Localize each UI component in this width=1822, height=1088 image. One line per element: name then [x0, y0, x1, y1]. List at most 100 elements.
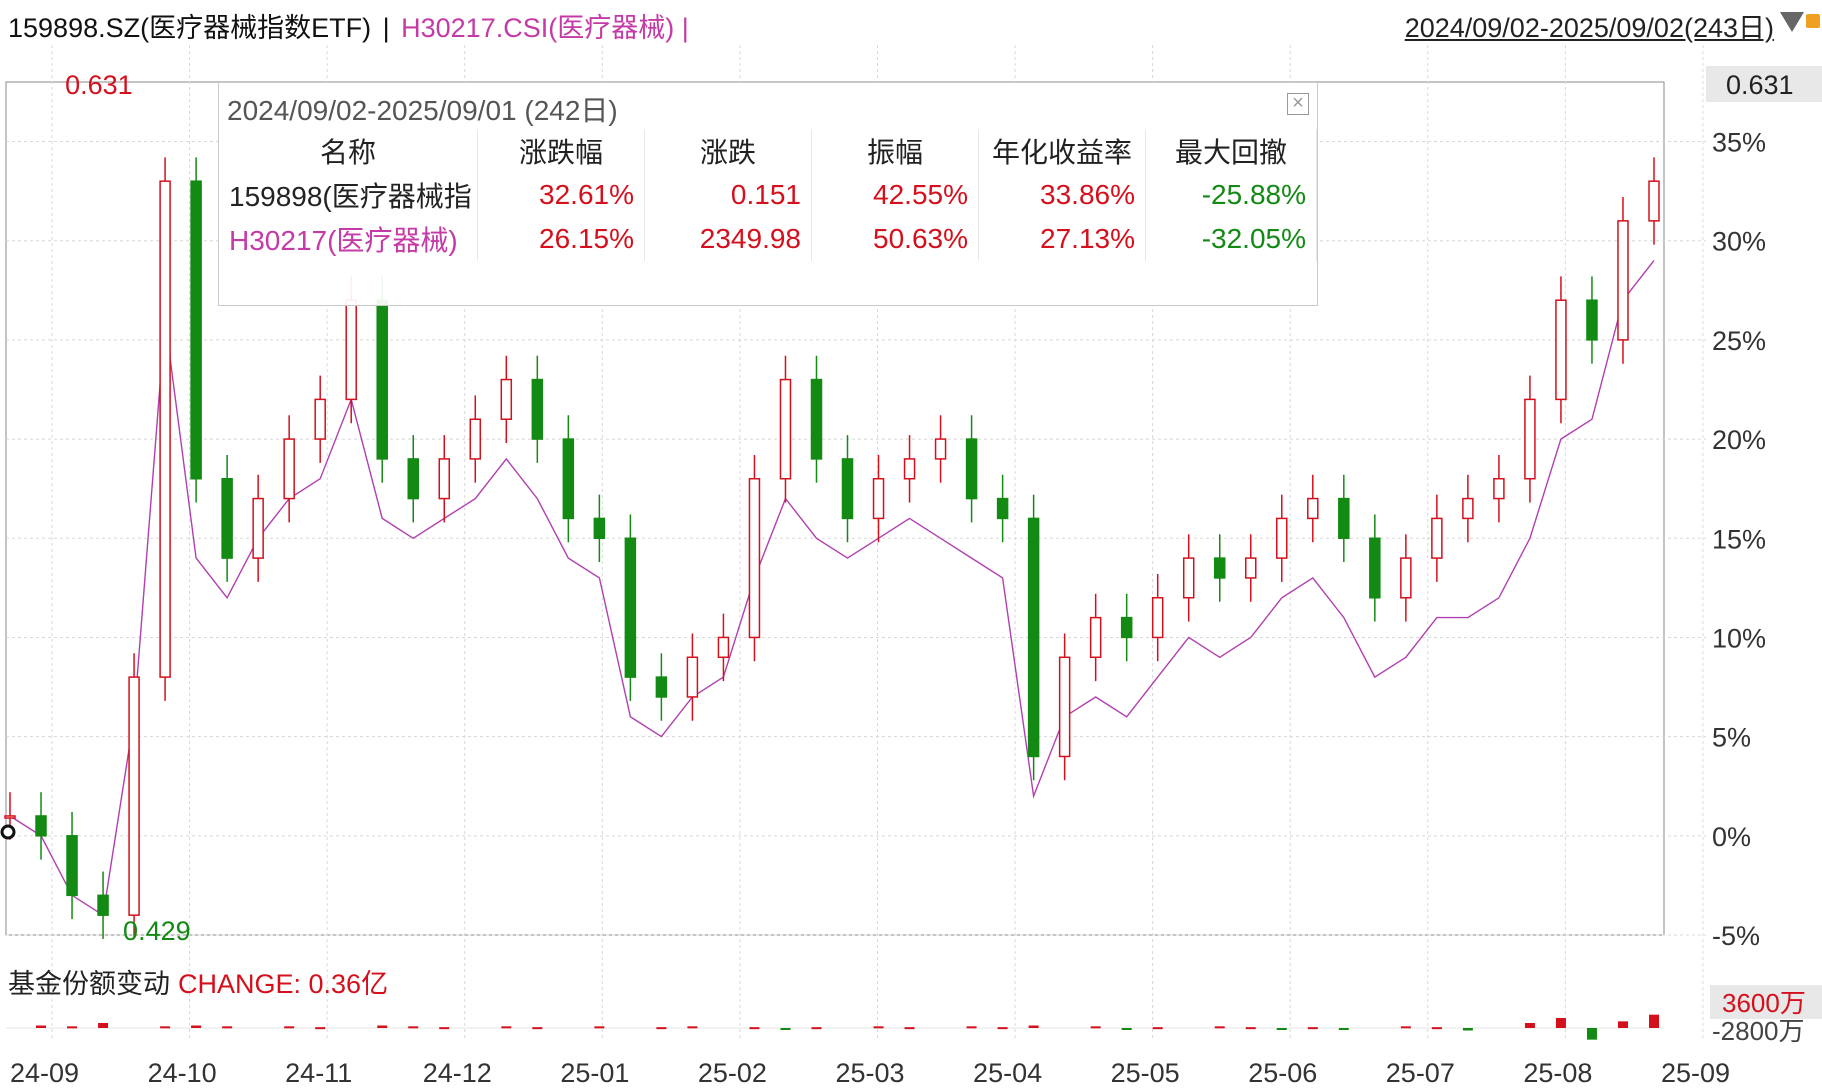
candle-body: [1151, 597, 1164, 639]
row-pct: 32.61%: [477, 173, 645, 217]
candle-body: [624, 537, 637, 678]
y-tick-label: 20%: [1712, 425, 1766, 455]
flow-bar: [687, 1026, 698, 1029]
candle-body: [1462, 497, 1474, 520]
candle-body: [221, 477, 233, 559]
flow-bar: [284, 1026, 295, 1029]
index-title[interactable]: H30217.CSI(医疗器械) |: [401, 13, 689, 43]
candle-body: [1338, 497, 1350, 540]
flow-bar: [1431, 1027, 1442, 1030]
flow-axis-top: 3600万: [1722, 988, 1806, 1018]
x-tick-label: 24-12: [423, 1058, 492, 1088]
flow-bar: [1028, 1025, 1039, 1028]
row-name: H30217(医疗器械): [219, 217, 478, 261]
candle-body: [1586, 299, 1598, 341]
flow-axis-bottom: -2800万: [1712, 1016, 1805, 1046]
candle-body: [996, 497, 1009, 520]
chevron-down-icon[interactable]: [1780, 12, 1804, 32]
candle-body: [593, 517, 606, 540]
candle-body: [407, 458, 419, 500]
col-name: 名称: [219, 129, 478, 173]
y-tick-label: 25%: [1712, 326, 1766, 356]
row-name: 159898(医疗器械指: [219, 173, 478, 217]
candle-body: [1307, 497, 1319, 520]
col-amp: 振幅: [811, 129, 979, 173]
flow-bar: [780, 1028, 791, 1030]
candle-body: [1245, 557, 1257, 579]
flow-bar: [160, 1026, 171, 1029]
x-tick-label: 25-05: [1111, 1058, 1180, 1088]
y-tick-label: 35%: [1712, 128, 1766, 158]
candle-body: [1493, 477, 1505, 500]
flow-bar: [1400, 1026, 1411, 1029]
y-tick-label: 30%: [1712, 227, 1766, 257]
col-annual: 年化收益率: [978, 129, 1146, 173]
col-mdd: 最大回撤: [1145, 129, 1317, 173]
flow-bar: [532, 1027, 543, 1030]
row-amp: 50.63%: [811, 217, 979, 261]
flow-bar: [1276, 1028, 1287, 1030]
candle-body: [1369, 537, 1381, 599]
last-price-badge: [1706, 66, 1822, 102]
candle-body: [1213, 557, 1226, 579]
x-tick-label: 25-07: [1386, 1058, 1455, 1088]
candle-body: [531, 378, 544, 440]
candle-body: [810, 378, 823, 460]
candle-body: [1400, 557, 1412, 599]
candle-body: [190, 180, 202, 480]
candle-body: [438, 458, 451, 500]
title-separator: |: [382, 13, 390, 43]
table-row[interactable]: H30217(医疗器械) 26.15% 2349.98 50.63% 27.13…: [219, 217, 1317, 261]
flow-axis-badge: [1710, 985, 1822, 1019]
row-mdd: -25.88%: [1145, 173, 1317, 217]
table-header-row: 名称 涨跌幅 涨跌 振幅 年化收益率 最大回撤: [219, 129, 1317, 173]
flow-bar: [873, 1026, 884, 1029]
candle-body: [1027, 517, 1040, 758]
flow-bar: [811, 1027, 822, 1030]
fund-title[interactable]: 159898.SZ(医疗器械指数ETF): [8, 13, 372, 43]
row-annual: 33.86%: [978, 173, 1146, 217]
candle-body: [1431, 517, 1443, 559]
x-tick-label: 25-02: [698, 1058, 767, 1088]
candle-body: [779, 378, 792, 480]
candle-body: [1555, 299, 1567, 401]
interval-stats-popup: 2024/09/02-2025/09/01 (242日) × 名称 涨跌幅 涨跌…: [218, 82, 1318, 306]
candle-body: [717, 636, 730, 659]
popup-title: 2024/09/02-2025/09/01 (242日): [227, 95, 618, 126]
chart-header: 159898.SZ(医疗器械指数ETF) | H30217.CSI(医疗器械) …: [8, 6, 689, 45]
candle-body: [469, 418, 482, 460]
candle-body: [1524, 398, 1536, 480]
flow-bar: [749, 1027, 760, 1030]
candle-body: [562, 438, 575, 520]
flow-bar: [191, 1025, 202, 1028]
fund-flow-title: 基金份额变动: [8, 969, 170, 999]
lock-icon[interactable]: [1806, 14, 1820, 28]
candle-body: [159, 180, 171, 678]
flow-bar: [1245, 1027, 1256, 1030]
x-tick-label: 25-03: [835, 1058, 904, 1088]
flow-bar: [1649, 1014, 1659, 1028]
candle-body: [314, 398, 326, 440]
last-price-label: 0.631: [1726, 70, 1794, 100]
candle-body: [655, 676, 668, 698]
candle-body: [934, 438, 947, 460]
candle-body: [500, 378, 513, 420]
x-tick-label: 25-08: [1523, 1058, 1592, 1088]
date-range-selector[interactable]: 2024/09/02-2025/09/02(243日): [1404, 13, 1774, 43]
candle-body: [1058, 656, 1071, 758]
x-tick-label: 24-10: [148, 1058, 217, 1088]
flow-bar: [408, 1026, 419, 1029]
flow-bar: [439, 1027, 450, 1030]
candle-body: [35, 815, 47, 837]
flow-bar: [1307, 1027, 1318, 1030]
high-price-label: 0.631: [65, 70, 133, 100]
candle-body: [252, 497, 264, 559]
x-tick-label: 25-06: [1248, 1058, 1317, 1088]
close-icon[interactable]: ×: [1287, 93, 1309, 115]
flow-bar: [1090, 1026, 1101, 1029]
table-row[interactable]: 159898(医疗器械指 32.61% 0.151 42.55% 33.86% …: [219, 173, 1317, 217]
flow-bar: [656, 1027, 667, 1030]
stats-table: 名称 涨跌幅 涨跌 振幅 年化收益率 最大回撤 159898(医疗器械指 32.…: [219, 129, 1317, 261]
row-amp: 42.55%: [811, 173, 979, 217]
